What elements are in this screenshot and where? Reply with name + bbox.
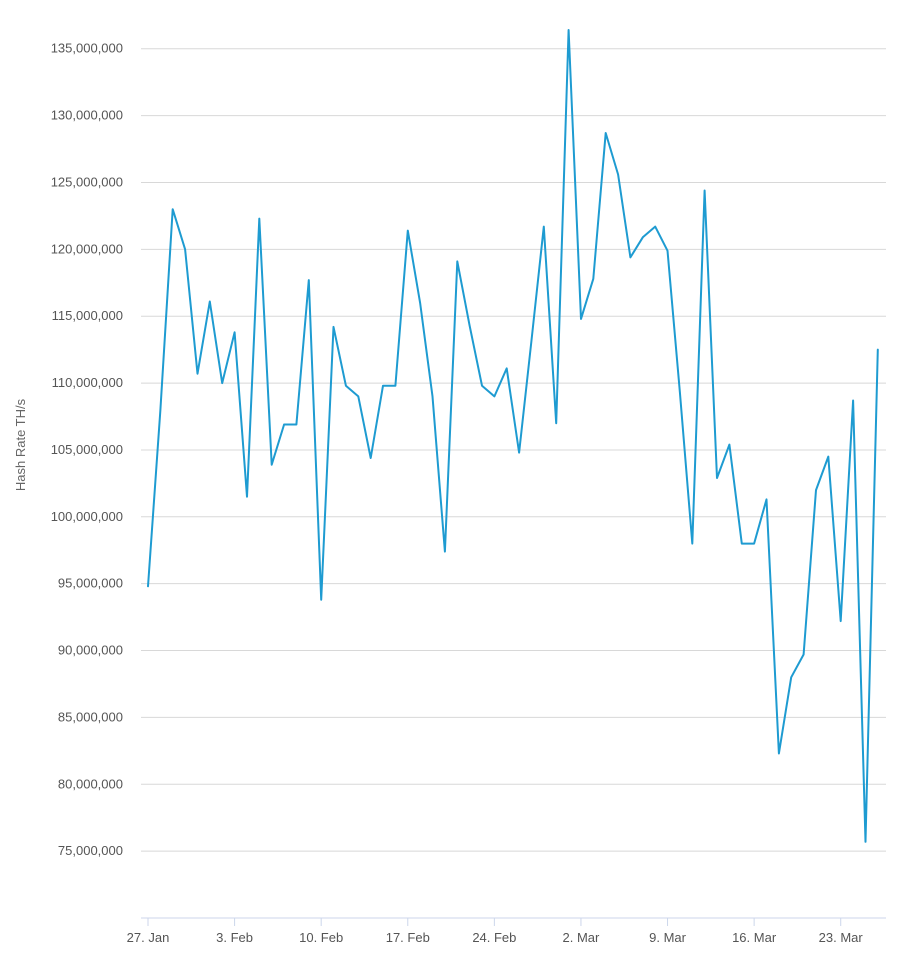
y-tick-label: 95,000,000: [58, 576, 123, 591]
y-tick-label: 120,000,000: [51, 241, 123, 256]
x-tick-label: 17. Feb: [386, 930, 430, 945]
x-axis-tick-labels: 27. Jan 3. Feb 10. Feb 17. Feb 24. Feb 2. Mar…: [127, 930, 864, 945]
x-tick-label: 16. Mar: [732, 930, 777, 945]
x-tick-label: 9. Mar: [649, 930, 687, 945]
y-tick-label: 105,000,000: [51, 442, 123, 457]
x-tick-label: 24. Feb: [472, 930, 516, 945]
y-axis-tick-labels: 75,000,000 80,000,000 85,000,000 90,000,000…: [51, 41, 123, 858]
x-tick-label: 3. Feb: [216, 930, 253, 945]
y-tick-label: 115,000,000: [52, 308, 123, 323]
series-line: [147, 29, 879, 843]
y-tick-label: 125,000,000: [51, 174, 123, 189]
x-tick-label: 27. Jan: [127, 930, 170, 945]
y-tick-label: 130,000,000: [51, 108, 123, 123]
y-tick-label: 135,000,000: [51, 41, 123, 56]
series-group: [147, 29, 879, 843]
y-tick-label: 75,000,000: [58, 843, 123, 858]
y-axis-title: Hash Rate TH/s: [13, 398, 28, 491]
y-tick-label: 90,000,000: [58, 643, 123, 658]
y-tick-label: 80,000,000: [58, 776, 123, 791]
x-tick-label: 23. Mar: [819, 930, 864, 945]
y-tick-label: 85,000,000: [58, 709, 123, 724]
y-tick-label: 110,000,000: [52, 375, 123, 390]
grid-lines: [141, 48, 886, 852]
x-tick-label: 2. Mar: [563, 930, 601, 945]
x-axis: [141, 917, 886, 926]
x-tick-label: 10. Feb: [299, 930, 343, 945]
y-tick-label: 100,000,000: [51, 509, 123, 524]
